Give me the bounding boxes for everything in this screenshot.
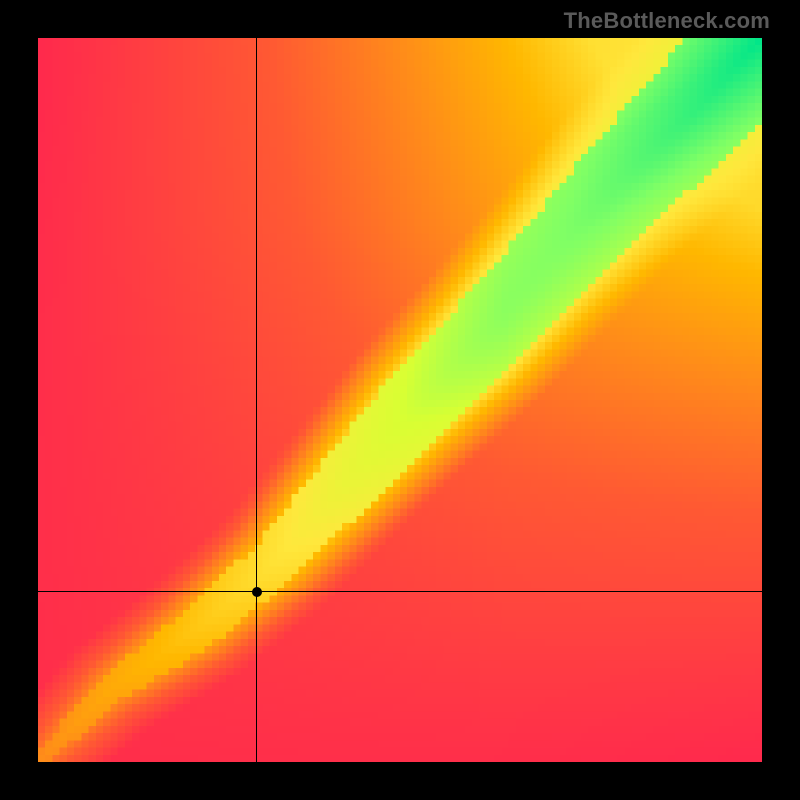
chart-container: TheBottleneck.com [0,0,800,800]
crosshair-point [252,587,262,597]
heatmap-canvas [38,38,762,762]
attribution-label: TheBottleneck.com [564,8,770,34]
heatmap-plot [38,38,762,762]
